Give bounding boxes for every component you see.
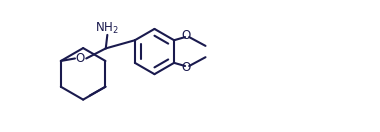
Text: NH$_2$: NH$_2$: [95, 21, 119, 36]
Text: O: O: [181, 61, 190, 74]
Text: O: O: [181, 29, 190, 42]
Text: O: O: [76, 52, 85, 65]
